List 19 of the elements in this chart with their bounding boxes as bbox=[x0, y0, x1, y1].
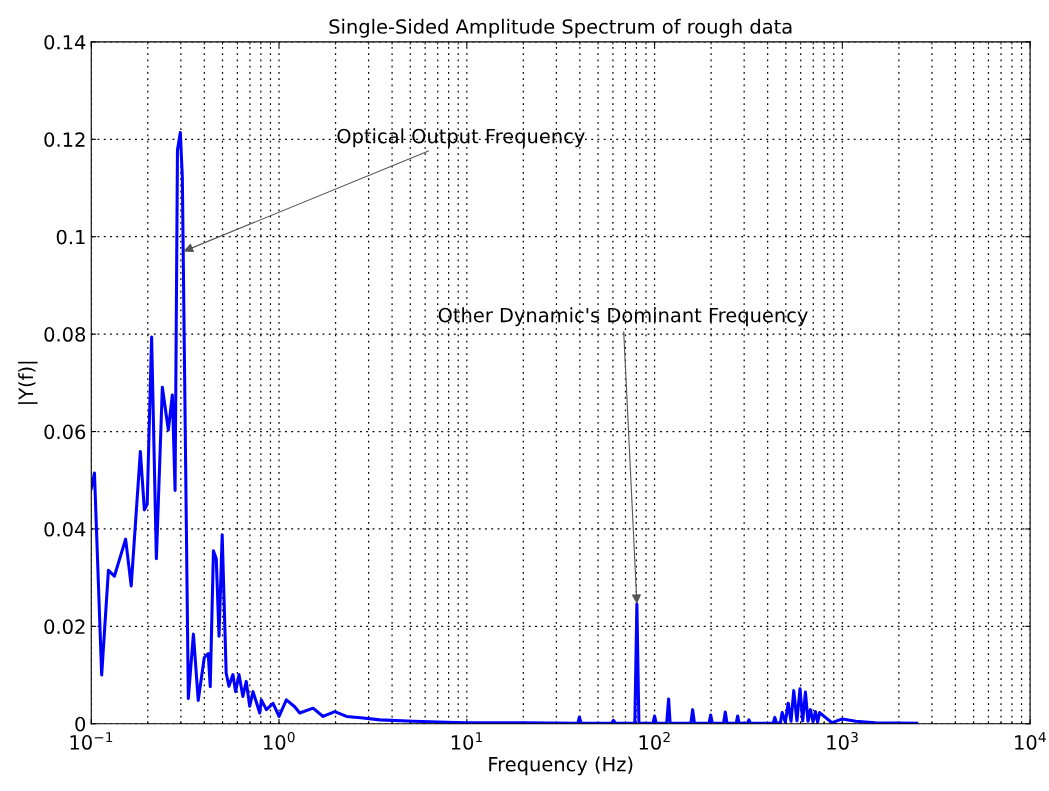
x-tick-label: 10$^{3}$ bbox=[827, 731, 858, 750]
annotation: Optical Output Frequency bbox=[337, 128, 585, 148]
y-tick-label: 0.08 bbox=[44, 327, 86, 342]
y-tick-label: 0.06 bbox=[44, 424, 86, 440]
y-tick-label: 0.04 bbox=[44, 521, 86, 537]
y-axis-title: |Y(f)| bbox=[18, 361, 38, 404]
y-tick-label: 0.1 bbox=[56, 229, 85, 245]
x-tick-label: 10$^{−1}$ bbox=[70, 732, 113, 750]
x-tick-label: 10$^{2}$ bbox=[639, 731, 670, 750]
y-tick-label: 0.12 bbox=[44, 132, 85, 147]
x-axis-title: Frequency (Hz) bbox=[489, 756, 633, 776]
x-tick-label: 10$^{4}$ bbox=[1015, 732, 1046, 750]
chart-title: Single-Sided Amplitude Spectrum of rough data bbox=[329, 18, 792, 38]
annotation: Other Dynamic's Dominant Frequency bbox=[438, 307, 808, 327]
y-tick-label: 0 bbox=[75, 716, 86, 732]
x-tick-label: 10$^{1}$ bbox=[451, 732, 483, 750]
y-tick-label: 0.14 bbox=[44, 34, 86, 50]
y-tick-label: 0.02 bbox=[44, 619, 85, 635]
x-tick-label: 10$^{0}$ bbox=[264, 731, 295, 750]
